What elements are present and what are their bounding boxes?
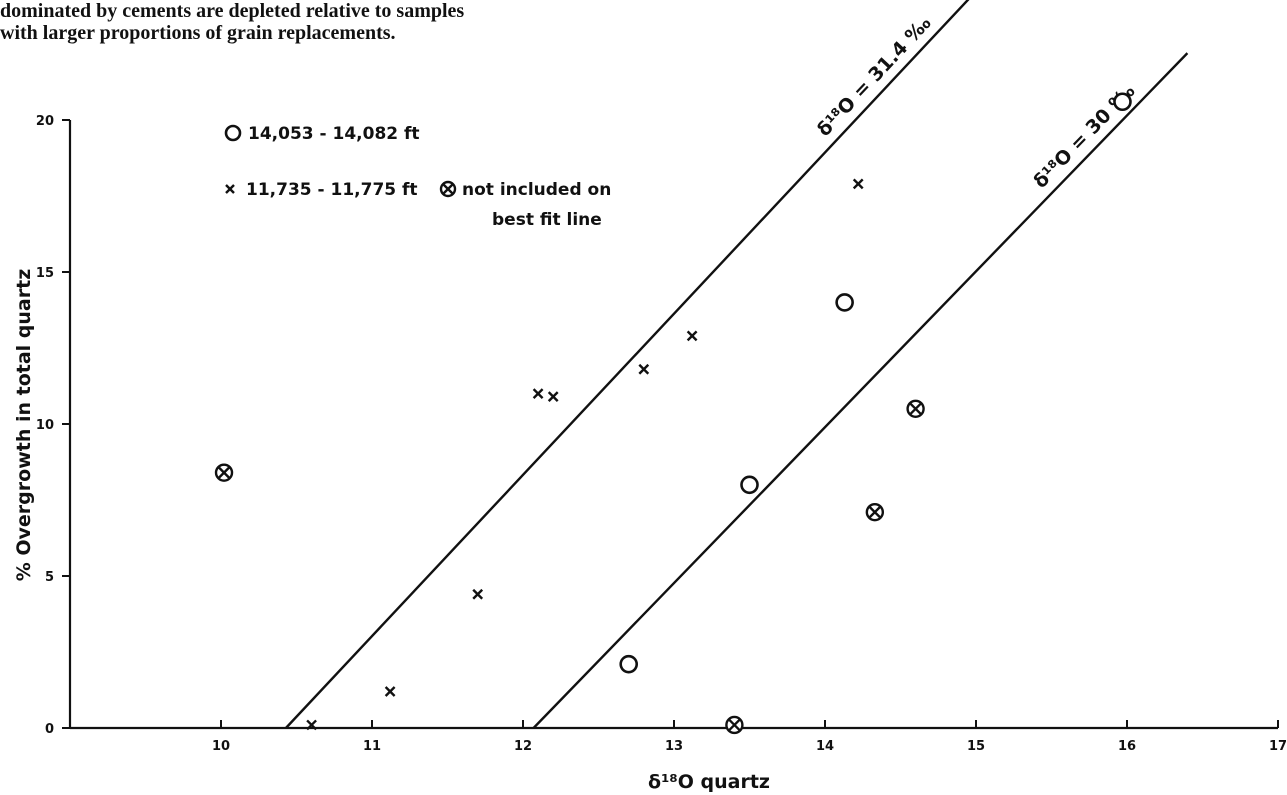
circle-point bbox=[835, 293, 854, 312]
x-axis-title: δ¹⁸O quartz bbox=[648, 771, 770, 793]
y-tick-label: 15 bbox=[36, 266, 54, 281]
y-tick-label: 20 bbox=[36, 114, 54, 129]
fit-line-label-1: δ¹⁸O = 31.4 ‰ bbox=[813, 12, 936, 141]
y-tick-label: 5 bbox=[45, 570, 54, 585]
x-point-stroke bbox=[384, 686, 396, 697]
best-fit-lines: δ¹⁸O = 31.4 ‰ δ¹⁸O = 30 ‰ bbox=[285, 0, 1189, 729]
x-point-stroke bbox=[472, 588, 484, 600]
x-point bbox=[384, 686, 396, 697]
x-point bbox=[686, 330, 698, 342]
x-tick-label: 11 bbox=[363, 739, 381, 754]
axis-titles: δ¹⁸O quartz % Overgrowth in total quartz bbox=[13, 269, 770, 793]
excluded-point bbox=[725, 715, 744, 735]
excluded-point bbox=[906, 399, 925, 418]
excluded-point-stroke bbox=[218, 466, 230, 479]
x-point-stroke bbox=[852, 178, 864, 190]
legend-excluded-label-line1: not included on bbox=[462, 180, 611, 200]
data-points bbox=[214, 92, 1132, 735]
excluded-point-stroke bbox=[909, 402, 922, 415]
x-point bbox=[306, 719, 317, 731]
legend-circle-marker bbox=[224, 124, 242, 142]
x-point bbox=[852, 178, 864, 190]
excluded-point bbox=[214, 463, 234, 482]
x-tick-label: 14 bbox=[816, 739, 834, 754]
chart-axes: 10 11 12 13 14 15 16 17 0 5 10 15 20 bbox=[36, 114, 1287, 754]
legend: 14,053 - 14,082 ft 11,735 - 11,775 ft no… bbox=[224, 124, 611, 230]
x-tick-label: 15 bbox=[967, 739, 985, 754]
x-point-stroke bbox=[547, 391, 559, 402]
circle-point bbox=[1113, 92, 1132, 112]
fit-line-2 bbox=[532, 52, 1189, 729]
caption-line-2: with larger proportions of grain replace… bbox=[0, 22, 396, 44]
x-tick-label: 13 bbox=[665, 739, 683, 754]
x-point bbox=[638, 363, 650, 375]
x-tick-label: 12 bbox=[514, 739, 532, 754]
x-point-stroke bbox=[532, 388, 544, 399]
circle-point bbox=[619, 654, 639, 674]
legend-excluded-label-line2: best fit line bbox=[492, 210, 602, 230]
legend-x-marker bbox=[225, 184, 235, 194]
y-tick-label: 10 bbox=[36, 418, 54, 433]
x-tick-label: 16 bbox=[1118, 739, 1136, 754]
circle-point bbox=[740, 475, 759, 495]
x-point-stroke bbox=[306, 719, 317, 731]
x-point-stroke bbox=[638, 363, 650, 375]
legend-x-label: 11,735 - 11,775 ft bbox=[246, 180, 418, 200]
excluded-point bbox=[865, 502, 885, 522]
caption-line-1: dominated by cements are depleted relati… bbox=[0, 0, 465, 22]
y-tick-label: 0 bbox=[45, 722, 54, 737]
legend-circle-label: 14,053 - 14,082 ft bbox=[248, 124, 420, 144]
x-point bbox=[532, 388, 544, 399]
caption-text: dominated by cements are depleted relati… bbox=[0, 0, 560, 44]
excluded-point-stroke bbox=[728, 719, 741, 731]
legend-excluded-marker bbox=[439, 180, 457, 198]
excluded-point-stroke bbox=[868, 506, 881, 519]
y-axis-title: % Overgrowth in total quartz bbox=[13, 269, 35, 582]
fit-line-1 bbox=[285, 0, 970, 729]
x-tick-label: 17 bbox=[1269, 739, 1287, 754]
x-point-stroke bbox=[686, 330, 698, 342]
x-tick-label: 10 bbox=[212, 739, 230, 754]
x-point bbox=[547, 391, 559, 402]
x-point bbox=[472, 588, 484, 600]
